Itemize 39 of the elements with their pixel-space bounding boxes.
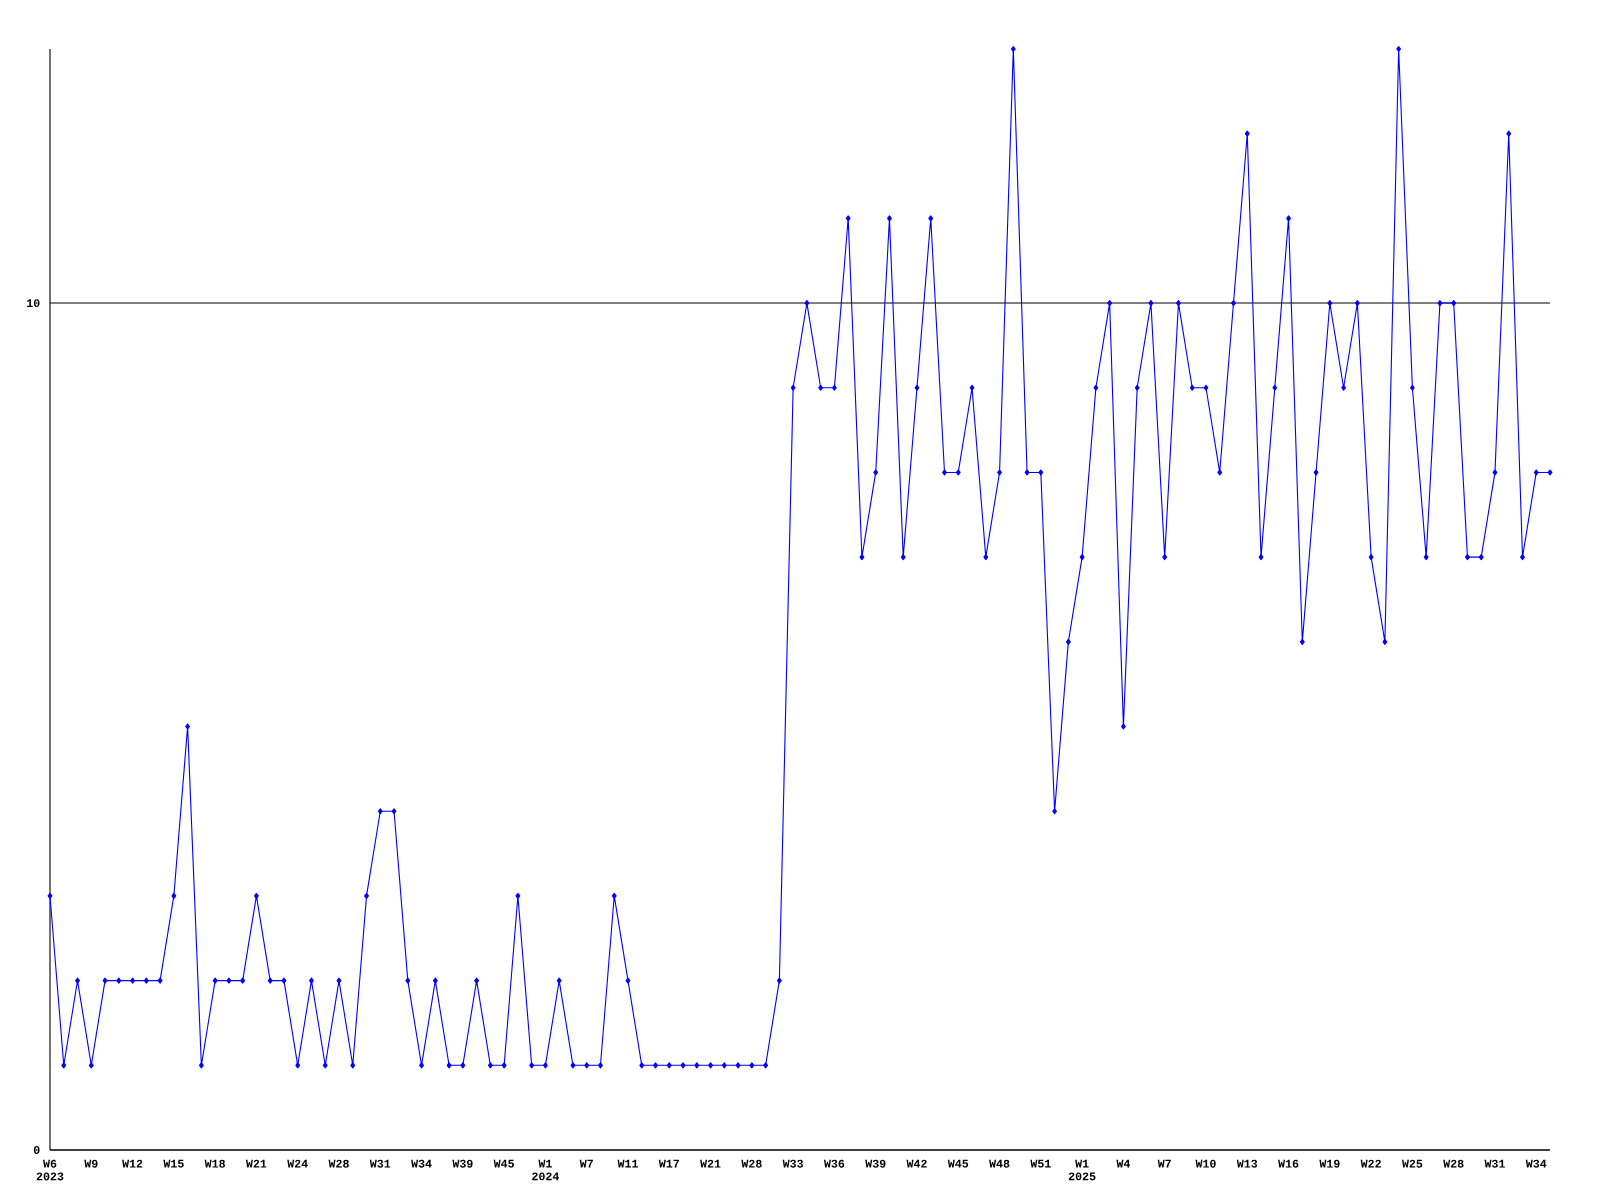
x-tick-label: W7 (579, 1159, 593, 1168)
x-tick-label: W10 (1195, 1159, 1216, 1168)
x-tick-label: W1 2024 (532, 1159, 560, 1181)
x-tick-label: W24 (287, 1159, 308, 1168)
x-tick-label: W21 (700, 1159, 721, 1168)
x-tick-label: W21 (245, 1159, 267, 1168)
x-tick-label: W17 (658, 1159, 679, 1168)
x-tick-label: W28 (328, 1159, 349, 1168)
x-tick-label: W4 (1116, 1159, 1131, 1168)
x-tick-label: W42 (906, 1159, 927, 1168)
x-tick-label: W25 (1401, 1159, 1423, 1168)
x-tick-label: W31 (1484, 1159, 1505, 1168)
x-tick-label: W45 (493, 1159, 514, 1168)
x-tick-label: W13 (1236, 1159, 1258, 1168)
x-tick-label: W34 (1525, 1159, 1547, 1168)
x-tick-label: W1 2025 (1068, 1159, 1096, 1181)
x-tick-label: W18 (204, 1159, 226, 1168)
x-tick-label: W19 (1319, 1159, 1340, 1168)
x-tick-label: W22 (1360, 1159, 1381, 1168)
x-tick-label: W28 (1443, 1159, 1464, 1168)
x-tick-label: W51 (1030, 1159, 1051, 1168)
x-tick-label: W36 (823, 1159, 845, 1168)
y-tick-label: 10 (27, 299, 40, 308)
x-tick-label: W12 (122, 1159, 143, 1168)
y-tick-label: 0 (33, 1146, 40, 1154)
x-tick-label: W48 (989, 1159, 1010, 1168)
x-tick-label: W7 (1157, 1159, 1171, 1168)
x-tick-label: W39 (452, 1159, 473, 1168)
x-tick-label: W11 (617, 1159, 638, 1168)
x-tick-label: W6 2023 (36, 1159, 64, 1181)
x-tick-label: W9 (84, 1159, 98, 1168)
x-tick-label: W15 (163, 1159, 184, 1168)
x-tick-label: W33 (782, 1159, 803, 1168)
x-tick-label: W39 (865, 1159, 886, 1168)
x-tick-label: W31 (369, 1159, 391, 1168)
x-tick-label: W34 (411, 1159, 432, 1168)
x-tick-label: W28 (741, 1159, 762, 1168)
x-tick-label: W45 (947, 1159, 969, 1168)
x-tick-label: W16 (1278, 1159, 1299, 1168)
